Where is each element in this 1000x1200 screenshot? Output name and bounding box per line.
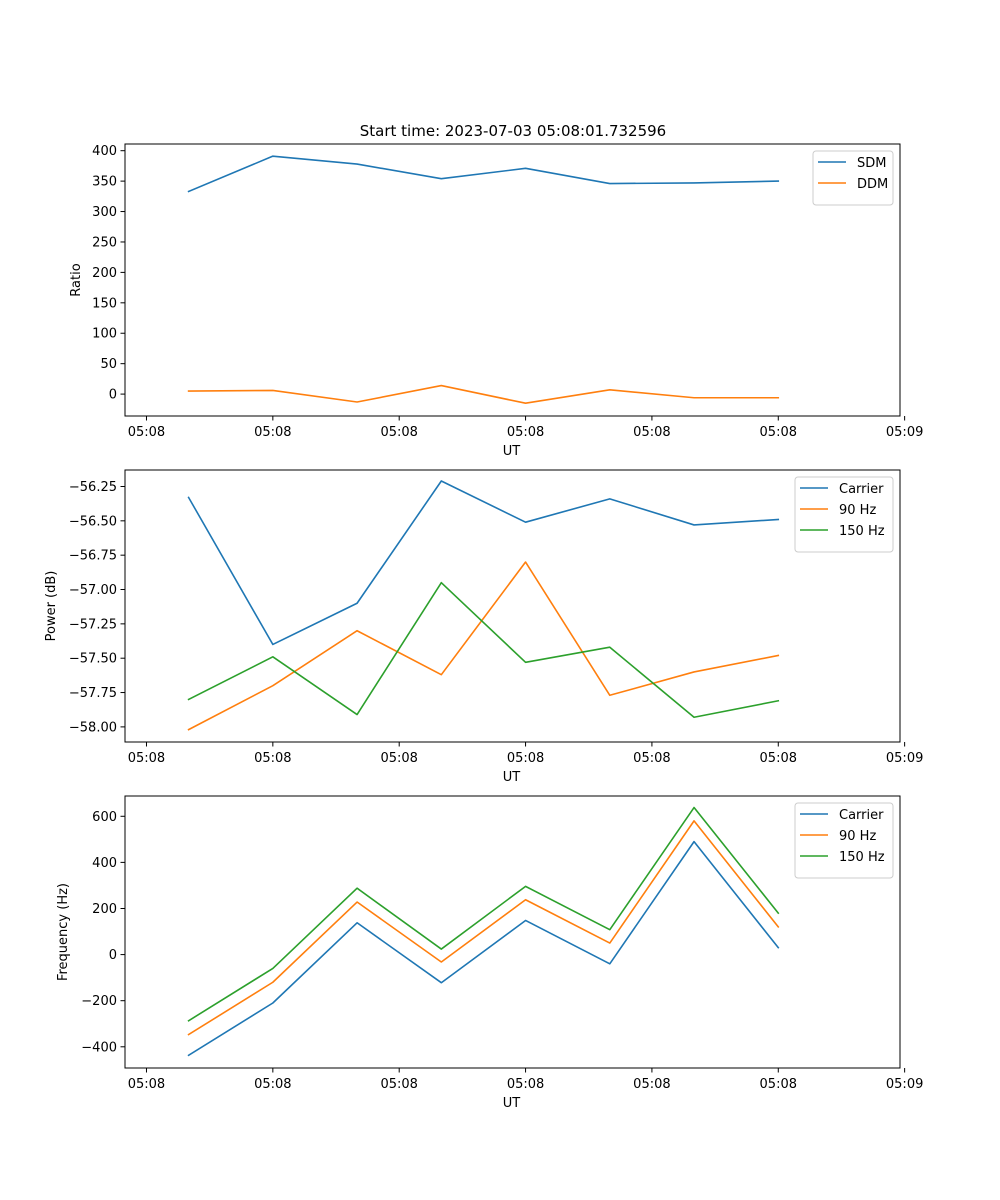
x-tick-label: 05:08 bbox=[254, 425, 291, 440]
figure-title: Start time: 2023-07-03 05:08:01.732596 bbox=[360, 122, 666, 140]
y-tick-label: 50 bbox=[100, 357, 117, 372]
axes-frame bbox=[124, 143, 901, 417]
x-tick-label: 05:08 bbox=[507, 751, 544, 766]
y-axis-label: Power (dB) bbox=[44, 571, 59, 642]
legend-label: Carrier bbox=[839, 482, 884, 497]
x-tick-label: 05:09 bbox=[886, 1077, 923, 1092]
series-line-ddm bbox=[187, 384, 780, 405]
legend-label: SDM bbox=[857, 156, 886, 171]
x-tick-label: 05:08 bbox=[380, 425, 417, 440]
y-tick-label: −57.50 bbox=[69, 652, 117, 667]
y-tick-label: −57.75 bbox=[69, 686, 117, 701]
legend-label: Carrier bbox=[839, 808, 884, 823]
y-tick-label: −57.25 bbox=[69, 617, 117, 632]
legend-box bbox=[794, 476, 894, 553]
y-tick-label: 400 bbox=[92, 144, 117, 159]
y-tick-label: 350 bbox=[92, 175, 117, 190]
y-tick-label: 0 bbox=[109, 948, 117, 963]
series-line-90-hz bbox=[187, 820, 780, 1036]
legend: SDM DDM bbox=[812, 150, 894, 206]
series-line-150-hz bbox=[187, 581, 780, 719]
y-tick-label: 0 bbox=[109, 388, 117, 403]
ratio-subplot: 05:08 05:08 05:08 05:08 05:08 05:08 05:09 0 50 10… bbox=[69, 143, 923, 459]
y-tick-label: 100 bbox=[92, 327, 117, 342]
y-tick-label: −400 bbox=[81, 1040, 117, 1055]
x-axis-label: UT bbox=[503, 770, 521, 785]
series-line-carrier bbox=[187, 840, 780, 1057]
x-tick-label: 05:08 bbox=[128, 1077, 165, 1092]
series-line-carrier bbox=[187, 480, 780, 646]
y-tick-label: 600 bbox=[92, 810, 117, 825]
x-tick-label: 05:08 bbox=[760, 751, 797, 766]
y-tick-label: 300 bbox=[92, 205, 117, 220]
x-tick-label: 05:09 bbox=[886, 751, 923, 766]
x-tick-label: 05:08 bbox=[128, 425, 165, 440]
x-tick-label: 05:08 bbox=[633, 751, 670, 766]
x-tick-label: 05:08 bbox=[507, 1077, 544, 1092]
legend-label: DDM bbox=[857, 177, 888, 192]
y-axis-label: Ratio bbox=[69, 263, 84, 296]
series-line-sdm bbox=[187, 155, 780, 193]
power-subplot: 05:08 05:08 05:08 05:08 05:08 05:08 05:09 −58.0… bbox=[44, 469, 923, 785]
x-tick-label: 05:08 bbox=[760, 425, 797, 440]
frequency-subplot: 05:08 05:08 05:08 05:08 05:08 05:08 05:09 −400 −… bbox=[56, 795, 923, 1111]
x-tick-label: 05:08 bbox=[128, 751, 165, 766]
x-tick-label: 05:08 bbox=[760, 1077, 797, 1092]
y-tick-label: 250 bbox=[92, 235, 117, 250]
y-tick-label: −56.25 bbox=[69, 480, 117, 495]
x-tick-label: 05:08 bbox=[380, 751, 417, 766]
axes-frame bbox=[124, 795, 901, 1069]
x-tick-label: 05:08 bbox=[380, 1077, 417, 1092]
legend-label: 90 Hz bbox=[839, 503, 876, 518]
legend-label: 150 Hz bbox=[839, 850, 885, 865]
x-tick-label: 05:08 bbox=[254, 751, 291, 766]
legend-box bbox=[812, 150, 894, 206]
series-line-150-hz bbox=[187, 806, 780, 1022]
legend: Carrier 90 Hz 150 Hz bbox=[794, 476, 894, 553]
y-tick-label: −56.50 bbox=[69, 514, 117, 529]
x-tick-label: 05:08 bbox=[633, 1077, 670, 1092]
x-axis-label: UT bbox=[503, 1096, 521, 1111]
x-tick-label: 05:08 bbox=[507, 425, 544, 440]
legend: Carrier 90 Hz 150 Hz bbox=[794, 802, 894, 879]
axes-frame bbox=[124, 469, 901, 743]
y-tick-label: −200 bbox=[81, 994, 117, 1009]
x-axis-label: UT bbox=[503, 444, 521, 459]
y-tick-label: −56.75 bbox=[69, 549, 117, 564]
y-tick-label: −57.00 bbox=[69, 583, 117, 598]
legend-box bbox=[794, 802, 894, 879]
x-tick-label: 05:08 bbox=[633, 425, 670, 440]
y-axis-label: Frequency (Hz) bbox=[56, 883, 71, 981]
series-line-90-hz bbox=[187, 561, 780, 731]
y-tick-label: 200 bbox=[92, 902, 117, 917]
x-tick-label: 05:09 bbox=[886, 425, 923, 440]
y-tick-label: 200 bbox=[92, 266, 117, 281]
y-tick-label: 400 bbox=[92, 856, 117, 871]
y-tick-label: −58.00 bbox=[69, 720, 117, 735]
y-tick-label: 150 bbox=[92, 296, 117, 311]
legend-label: 150 Hz bbox=[839, 524, 885, 539]
legend-label: 90 Hz bbox=[839, 829, 876, 844]
x-tick-label: 05:08 bbox=[254, 1077, 291, 1092]
